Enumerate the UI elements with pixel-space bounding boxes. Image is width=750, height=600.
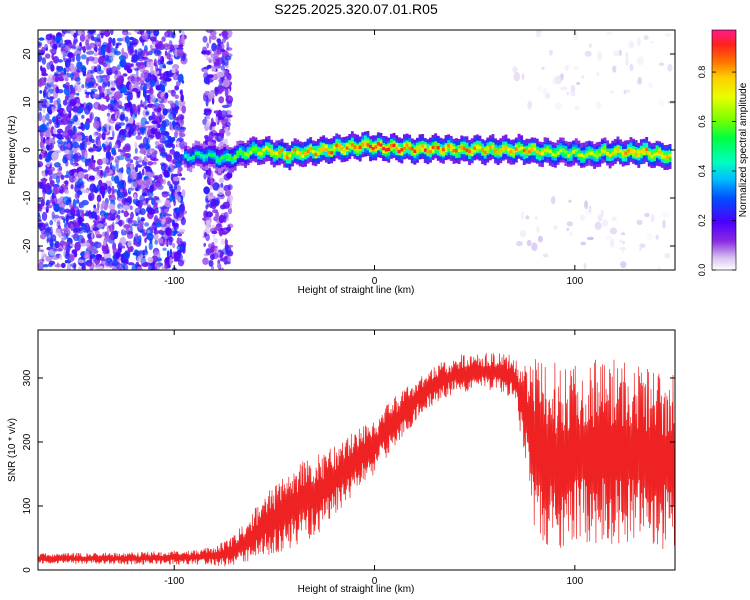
snr-x-tick-label: 100 [566, 576, 583, 587]
colorbar-tick-label: 0.4 [697, 165, 707, 178]
spectrogram-x-tick-label: 0 [372, 276, 378, 287]
colorbar: 0.0 0.2 0.4 0.6 0.8 Normalized spectral ampl… [697, 29, 749, 276]
spectrogram-x-tick-label: 100 [566, 276, 583, 287]
colorbar-ticks: 0.0 0.2 0.4 0.6 0.8 [697, 66, 736, 276]
colorbar-tick-label: 0.2 [697, 214, 707, 227]
snr-x-tick-label: -100 [164, 576, 184, 587]
colorbar-gradient [711, 29, 737, 271]
spectrogram-y-tick-label: -10 [22, 190, 33, 205]
snr-y-tick-label: 200 [22, 433, 33, 450]
spectrogram-x-ticks: -100 0 100 [164, 30, 584, 287]
snr-y-tick-label: 0 [22, 567, 33, 573]
snr-series-line [38, 352, 675, 567]
spectrogram-y-tick-label: -20 [22, 238, 33, 253]
figure-title: S225.2025.320.07.01.R05 [274, 1, 438, 17]
spectrogram-y-tick-label: 10 [22, 96, 33, 108]
spectrogram-x-tick-label: -100 [164, 276, 184, 287]
snr-y-axis-label: SNR (10 * v/v) [7, 418, 18, 482]
noise-region-2 [516, 196, 670, 270]
noise-region-0 [38, 30, 188, 270]
snr-x-ticks: -100 0 100 [164, 330, 584, 587]
colorbar-tick-label: 0.6 [697, 115, 707, 128]
spectral-ridge [184, 131, 672, 174]
snr-y-tick-label: 300 [22, 369, 33, 386]
snr-x-axis-label: Height of straight line (km) [298, 584, 415, 595]
snr-y-tick-label: 100 [22, 497, 33, 514]
spectrogram-heatmap [38, 30, 675, 270]
spectrogram-y-axis-label: Frequency (Hz) [7, 116, 18, 185]
colorbar-tick-label: 0.0 [697, 264, 707, 277]
colorbar-tick-label: 0.8 [697, 66, 707, 79]
spectrogram-x-axis-label: Height of straight line (km) [298, 285, 415, 296]
snr-panel: -100 0 100 0 100 200 300 Height of straight l… [7, 329, 676, 595]
spectrogram-y-ticks: -20 -10 0 10 20 [22, 48, 675, 253]
spectrogram-y-tick-label: 0 [22, 147, 33, 153]
snr-y-ticks: 0 100 200 300 [22, 369, 675, 573]
noise-region-3 [512, 30, 675, 111]
spectrogram-y-tick-label: 20 [22, 48, 33, 60]
snr-x-tick-label: 0 [372, 576, 378, 587]
colorbar-label: Normalized spectral amplitude [738, 82, 749, 217]
snr-frame [37, 329, 676, 571]
